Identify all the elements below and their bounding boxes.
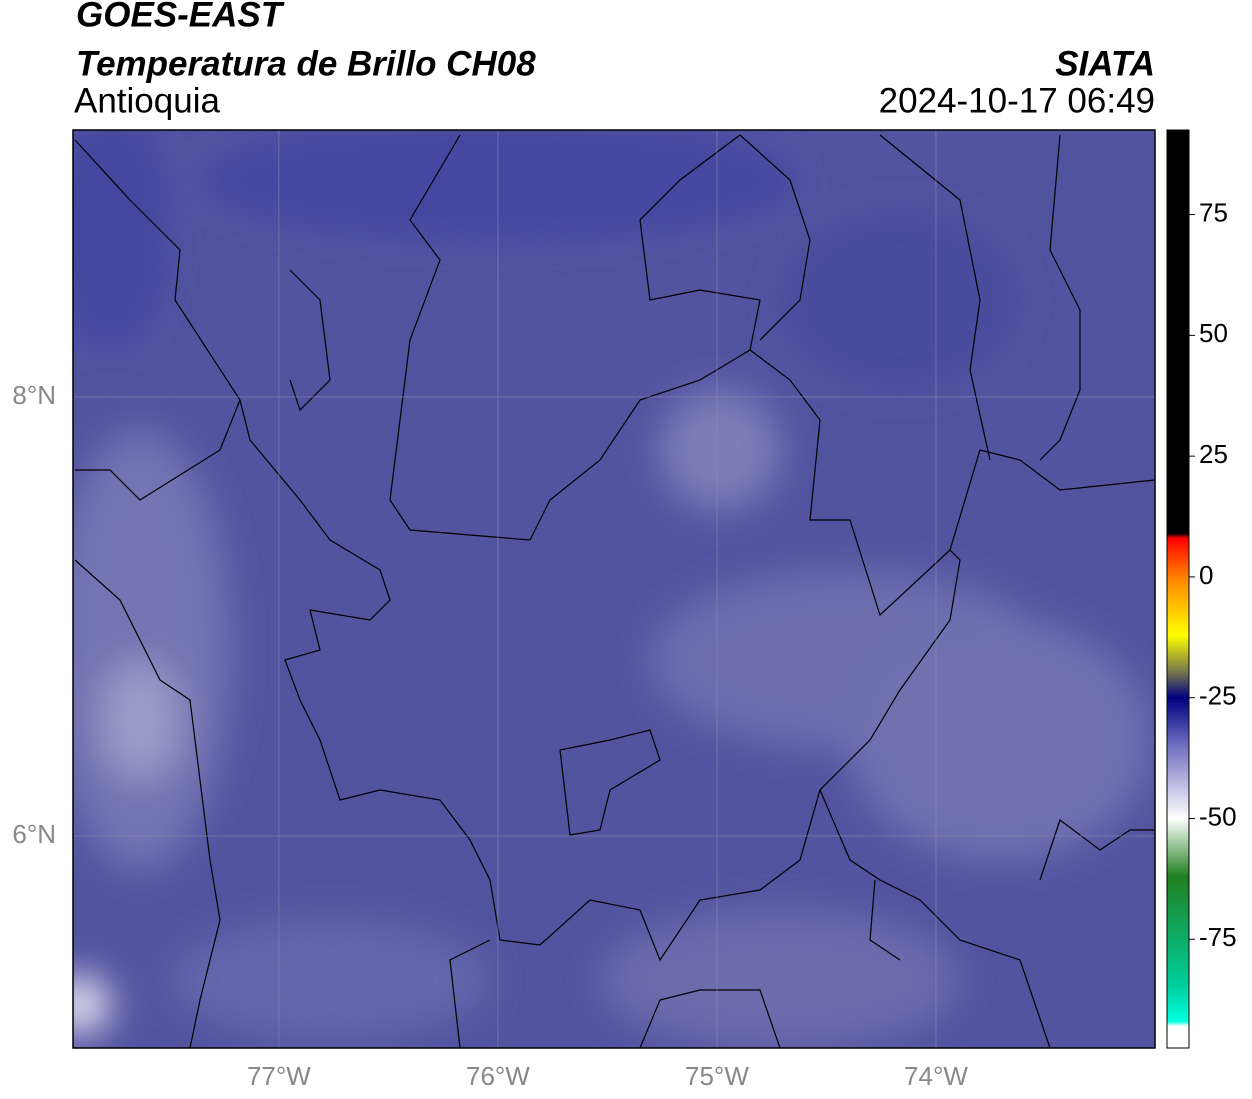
source: SIATA <box>1055 44 1155 83</box>
y-tick-label: 8°N <box>12 380 56 410</box>
title: GOES-EAST <box>76 0 285 34</box>
grid <box>73 130 1155 1048</box>
y-tick-label: 6°N <box>12 819 56 849</box>
x-tick-label: 74°W <box>904 1061 968 1091</box>
colorbar-tick-label: 50 <box>1199 318 1228 348</box>
x-tick-label: 75°W <box>685 1061 749 1091</box>
colorbar-tick-label: 0 <box>1199 560 1213 590</box>
borders <box>74 134 1155 1048</box>
temperature-patches <box>73 130 1150 1048</box>
map-frame <box>72 129 1156 1049</box>
subtitle: Temperatura de Brillo CH08 <box>76 44 536 83</box>
colorbar-tick-label: -50 <box>1199 801 1237 831</box>
colorbar-tick-label: -25 <box>1199 681 1237 711</box>
colorbar-tick-label: 75 <box>1199 197 1228 227</box>
x-tick-label: 76°W <box>466 1061 530 1091</box>
colorbar <box>1166 129 1190 1049</box>
colorbar-tick-label: -75 <box>1199 922 1237 952</box>
colorbar-tick-label: 25 <box>1199 439 1228 469</box>
x-tick-label: 77°W <box>247 1061 311 1091</box>
timestamp: 2024-10-17 06:49 <box>879 81 1155 120</box>
region: Antioquia <box>74 81 220 120</box>
map-field <box>73 130 1155 1048</box>
